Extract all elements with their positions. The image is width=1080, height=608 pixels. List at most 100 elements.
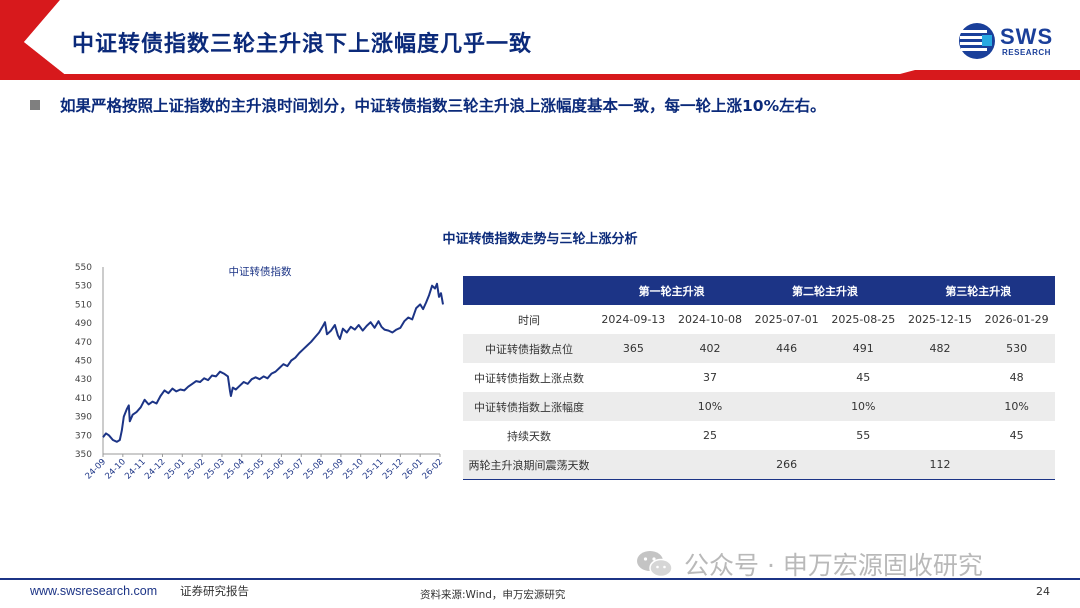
table-cell: 402: [671, 334, 749, 363]
table-cell: 2024-10-08: [678, 313, 742, 326]
y-tick-label: 430: [75, 375, 92, 385]
row-label: 时间: [518, 313, 540, 327]
series-line: [102, 282, 444, 443]
table-cell: 446: [748, 334, 825, 363]
banner-red-edge: [24, 0, 78, 80]
table-cell: [978, 450, 1055, 480]
table-cell: 2026-01-29: [984, 313, 1049, 326]
x-tick-label: 26-01: [401, 457, 426, 482]
table-row: 中证转债指数点位 365 402 446 491 482 530: [463, 334, 1055, 363]
y-tick-label: 490: [75, 319, 92, 329]
table-row: 两轮主升浪期间震荡天数 266 112: [463, 450, 1055, 480]
wechat-watermark: 公众号 · 申万宏源固收研究: [636, 546, 983, 582]
x-tick-label: 25-11: [361, 457, 386, 482]
y-tick-label: 350: [75, 450, 92, 460]
table-cell: 2025-07-01: [754, 313, 819, 326]
table-cell: [671, 450, 749, 480]
table-cell: [595, 363, 672, 392]
logo-text: SWS: [1000, 24, 1054, 49]
rally-analysis-table: 第一轮主升浪 第二轮主升浪 第三轮主升浪 时间 2024-09-13 2024-…: [463, 276, 1055, 480]
x-tick-label: 25-09: [321, 457, 346, 482]
x-tick-label: 24-09: [84, 457, 109, 482]
table-row: 中证转债指数上涨点数 37 45 48: [463, 363, 1055, 392]
table-cell: [902, 363, 979, 392]
header-round-2: 第二轮主升浪: [748, 276, 902, 305]
table-cell: 45: [1009, 429, 1024, 442]
y-tick-label: 550: [75, 263, 92, 273]
table-cell: 2025-12-15: [907, 313, 972, 326]
table-cell: 10%: [978, 392, 1055, 421]
globe-icon: [959, 23, 995, 59]
table-cell: [595, 392, 672, 421]
y-tick-label: 450: [75, 357, 92, 367]
table-cell: 10%: [824, 392, 902, 421]
page-number: 24: [1036, 585, 1050, 598]
line-chart: 中证转债指数 350 370 390 410 430 450 470 490 510 530 550…: [75, 263, 446, 482]
table-row: 持续天数 25 55 45: [463, 421, 1055, 450]
table-cell: 25: [702, 429, 717, 442]
table-cell: [748, 421, 825, 450]
logo-subtext: RESEARCH: [1002, 48, 1051, 57]
table-cell: [595, 450, 672, 480]
table-cell: [824, 450, 902, 480]
row-label: 中证转债指数上涨点数: [474, 371, 584, 385]
y-tick-label: 370: [75, 431, 92, 441]
y-tick-label: 510: [75, 300, 92, 310]
row-label: 两轮主升浪期间震荡天数: [463, 450, 595, 480]
banner-red-sweep: [0, 0, 72, 80]
bullet-square-icon: [30, 100, 40, 110]
table-cell: 55: [856, 429, 871, 442]
row-label: 中证转债指数点位: [463, 334, 595, 363]
x-tick-label: 25-07: [282, 457, 307, 482]
header-round-1: 第一轮主升浪: [595, 276, 749, 305]
table-cell: 491: [824, 334, 902, 363]
watermark-text: 公众号 · 申万宏源固收研究: [684, 551, 983, 580]
footer-report-type: 证券研究报告: [180, 584, 249, 598]
y-tick-label: 530: [75, 282, 92, 292]
x-tick-label: 26-02: [421, 457, 446, 482]
table-cell: [902, 421, 979, 450]
table-cell: 266: [748, 450, 825, 480]
table-cell: 37: [702, 371, 717, 384]
footer-url-link[interactable]: www.swsresearch.com: [30, 584, 158, 598]
table-cell: 530: [978, 334, 1055, 363]
x-tick-label: 24-12: [143, 457, 168, 482]
table-row: 时间 2024-09-13 2024-10-08 2025-07-01 2025…: [463, 305, 1055, 334]
x-tick-label: 25-05: [242, 457, 267, 482]
table-cell: 365: [595, 334, 672, 363]
header-round-3: 第三轮主升浪: [901, 276, 1055, 305]
bullet-point: 如果严格按照上证指数的主升浪时间划分，中证转债指数三轮主升浪上涨幅度基本一致，每…: [30, 94, 826, 116]
footer-divider: [0, 578, 1080, 580]
table-cell: [901, 392, 979, 421]
x-tick-label: 25-02: [183, 457, 208, 482]
sws-logo: SWS RESEARCH: [958, 22, 1058, 62]
header-blank-cell: [463, 276, 595, 305]
table-row: 中证转债指数上涨幅度 10% 10% 10%: [463, 392, 1055, 421]
table-cell: 48: [1009, 371, 1024, 384]
table-cell: 2024-09-13: [601, 313, 666, 326]
table-cell: 112: [901, 450, 979, 480]
x-tick-label: 25-08: [302, 457, 327, 482]
banner-bottom-bar: [60, 70, 1080, 80]
chart-series-title: 中证转债指数: [229, 265, 292, 278]
x-tick-label: 24-11: [123, 457, 148, 482]
row-label: 中证转债指数上涨幅度: [463, 392, 595, 421]
y-tick-label: 410: [75, 394, 92, 404]
table-cell: 10%: [671, 392, 749, 421]
page-title: 中证转债指数三轮主升浪下上涨幅度几乎一致: [72, 32, 533, 57]
x-tick-label: 25-10: [341, 457, 366, 482]
x-tick-label: 25-04: [222, 457, 247, 482]
y-tick-label: 390: [75, 413, 92, 423]
header-banner: [0, 0, 1080, 80]
figure-title: 中证转债指数走势与三轮上涨分析: [442, 232, 638, 247]
table-cell: 2025-08-25: [831, 313, 896, 326]
table-cell: 45: [856, 371, 871, 384]
wechat-icon: [637, 551, 673, 578]
table-cell: 482: [901, 334, 979, 363]
table-cell: [595, 421, 672, 450]
table-cell: [748, 363, 825, 392]
footer-source: 资料来源:Wind，申万宏源研究: [420, 589, 566, 601]
table-header-row: 第一轮主升浪 第二轮主升浪 第三轮主升浪: [463, 276, 1055, 305]
x-tick-label: 25-01: [163, 457, 188, 482]
bullet-text: 如果严格按照上证指数的主升浪时间划分，中证转债指数三轮主升浪上涨幅度基本一致，每…: [60, 97, 826, 115]
